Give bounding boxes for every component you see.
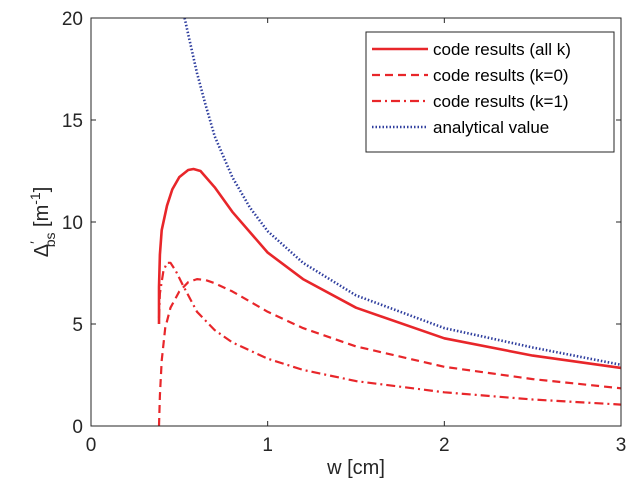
plot-area: 0 1 2 3 0 5 10 15 20 bbox=[62, 9, 626, 456]
y-tick-label: 5 bbox=[72, 315, 83, 336]
y-tick-label: 0 bbox=[72, 417, 83, 438]
y-label-exponent: -1 bbox=[27, 192, 43, 205]
y-label-close: ] bbox=[31, 187, 53, 193]
y-label-prime: ′ bbox=[27, 241, 43, 244]
series-line-3 bbox=[183, 17, 622, 367]
legend-label-2: code results (k=1) bbox=[433, 92, 569, 111]
legend-label-3: analytical value bbox=[433, 118, 549, 137]
legend-label-0: code results (all k) bbox=[433, 40, 571, 59]
series-line-1 bbox=[157, 278, 622, 427]
y-label-delta: Δ bbox=[31, 244, 53, 257]
x-tick-label: 0 bbox=[86, 435, 97, 456]
x-axis-label: w [cm] bbox=[326, 457, 385, 479]
series-line-0 bbox=[157, 167, 622, 370]
legend-items: code results (all k) code results (k=0) co… bbox=[372, 40, 571, 137]
y-label-subscript: bs bbox=[42, 233, 58, 248]
legend-label-1: code results (k=0) bbox=[433, 66, 569, 85]
x-tick-label: 2 bbox=[439, 435, 450, 456]
ticks-layer: 0 1 2 3 0 5 10 15 20 bbox=[62, 9, 626, 456]
y-tick-label: 10 bbox=[62, 213, 83, 234]
y-tick-label: 20 bbox=[62, 9, 83, 30]
x-tick-label: 1 bbox=[262, 435, 273, 456]
y-label-unit: [m bbox=[31, 205, 53, 233]
x-tick-label: 3 bbox=[616, 435, 627, 456]
y-axis-label: Δ′bs [m-1] bbox=[27, 187, 58, 258]
series-layer bbox=[157, 17, 622, 427]
y-tick-label: 15 bbox=[62, 111, 83, 132]
series-line-2 bbox=[157, 261, 622, 406]
legend-box bbox=[365, 31, 615, 153]
legend: code results (all k) code results (k=0) co… bbox=[365, 31, 615, 153]
